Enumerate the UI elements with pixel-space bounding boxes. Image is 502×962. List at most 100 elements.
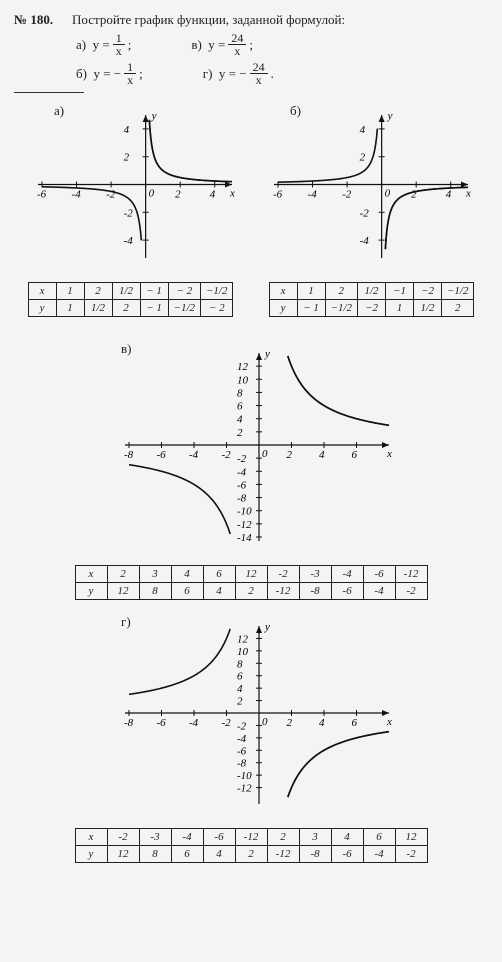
svg-text:2: 2 (360, 152, 366, 164)
formula-b: б) y = − 1 x ; (76, 61, 143, 86)
chart-pair-ab: а) x y -6 -4 -2 0 2 4 -4 -2 2 4 б) x y -6 -4 -2 0 2 4 -4 -2 2… (14, 103, 488, 272)
svg-text:12: 12 (237, 633, 249, 645)
svg-text:2: 2 (287, 449, 293, 461)
svg-text:4: 4 (210, 189, 216, 201)
underline-mark (14, 92, 84, 93)
formula-v: в) y = 24 x ; (191, 32, 253, 57)
svg-text:2: 2 (124, 152, 130, 164)
svg-text:0: 0 (262, 716, 268, 728)
table-b: x121/2−1−2−1/2y− 1−1/2−211/22 (269, 282, 475, 317)
chart-label-v: в) (121, 341, 131, 357)
chart-a: а) xy-6-4-2024-4-224 (14, 103, 244, 272)
svg-text:x: x (229, 188, 235, 200)
formula-row-1: а) y = 1 x ; в) y = 24 x ; (14, 32, 488, 57)
svg-text:x: x (465, 188, 471, 200)
chart-label-b: б) (290, 103, 301, 119)
chart-label-g: г) (121, 614, 131, 630)
svg-text:-2: -2 (222, 449, 232, 461)
table-v: x234612-2-3-4-6-12y128642-12-8-6-4-2 (75, 565, 428, 600)
svg-text:10: 10 (237, 374, 249, 386)
svg-text:-10: -10 (237, 770, 252, 782)
svg-text:-6: -6 (237, 745, 247, 757)
problem-number: № 180. (14, 12, 64, 28)
svg-text:-4: -4 (360, 235, 370, 247)
chart-g-block: г) xy-8-6-4-20246-12-10-8-6-4-224681012 (14, 614, 488, 818)
chart-label-a: а) (54, 103, 64, 119)
svg-text:-2: -2 (124, 207, 134, 219)
svg-text:10: 10 (237, 646, 249, 658)
svg-text:0: 0 (385, 188, 391, 200)
svg-text:0: 0 (262, 448, 268, 460)
svg-text:-12: -12 (237, 519, 252, 531)
svg-text:4: 4 (319, 449, 325, 461)
chart-svg-a: xy-6-4-2024-4-224 (14, 103, 244, 268)
svg-text:12: 12 (237, 361, 249, 373)
svg-text:4: 4 (319, 717, 325, 729)
svg-text:4: 4 (446, 189, 452, 201)
svg-text:-2: -2 (342, 189, 352, 201)
svg-text:-2: -2 (222, 717, 232, 729)
svg-text:0: 0 (149, 188, 155, 200)
svg-text:y: y (264, 348, 270, 360)
svg-text:6: 6 (352, 449, 358, 461)
svg-text:-4: -4 (237, 733, 247, 745)
svg-text:2: 2 (287, 717, 293, 729)
table-v-block: x234612-2-3-4-6-12y128642-12-8-6-4-2 (14, 565, 488, 600)
table-a: x121/2− 1− 2−1/2y11/22− 1−1/2− 2 (28, 282, 234, 317)
fraction: 1 x (113, 32, 125, 57)
fraction: 1 x (124, 61, 136, 86)
chart-svg-v: xy-8-6-4-20246-14-12-10-8-6-4-224681012 (101, 341, 401, 551)
svg-text:-2: -2 (237, 453, 247, 465)
svg-text:4: 4 (237, 414, 243, 426)
svg-text:8: 8 (237, 387, 243, 399)
formula-prefix: y = − (219, 66, 247, 82)
svg-text:-4: -4 (308, 189, 318, 201)
svg-text:-12: -12 (237, 783, 252, 795)
formula-prefix: y = − (93, 66, 121, 82)
svg-text:2: 2 (175, 189, 181, 201)
svg-text:6: 6 (237, 401, 243, 413)
svg-text:-6: -6 (37, 189, 47, 201)
chart-b: б) x y -6 -4 -2 0 2 4 -4 -2 2 4 (250, 103, 480, 272)
svg-text:-6: -6 (157, 449, 167, 461)
svg-text:-14: -14 (237, 532, 252, 544)
svg-text:-4: -4 (189, 449, 199, 461)
chart-v: в) xy-8-6-4-20246-14-12-10-8-6-4-2246810… (101, 341, 401, 555)
svg-text:2: 2 (237, 696, 243, 708)
svg-text:4: 4 (360, 124, 366, 136)
svg-text:x: x (386, 716, 392, 728)
formula-g: г) y = − 24 x . (203, 61, 274, 86)
svg-text:-4: -4 (237, 466, 247, 478)
svg-text:y: y (264, 621, 270, 633)
svg-text:8: 8 (237, 658, 243, 670)
svg-text:-4: -4 (189, 717, 199, 729)
svg-text:-10: -10 (237, 506, 252, 518)
svg-text:2: 2 (411, 189, 417, 201)
fraction: 24 x (250, 61, 268, 86)
svg-text:y: y (151, 110, 157, 122)
svg-text:-6: -6 (237, 479, 247, 491)
svg-text:-2: -2 (360, 207, 370, 219)
fraction: 24 x (228, 32, 246, 57)
svg-text:-8: -8 (237, 493, 247, 505)
svg-text:-2: -2 (237, 720, 247, 732)
formula-label: б) (76, 66, 87, 82)
table-g-block: x-2-3-4-6-12234612y128642-12-8-6-4-2 (14, 828, 488, 863)
svg-text:6: 6 (352, 717, 358, 729)
svg-text:-8: -8 (124, 717, 134, 729)
svg-text:y: y (387, 110, 393, 122)
svg-text:4: 4 (237, 683, 243, 695)
svg-text:-8: -8 (124, 449, 134, 461)
formula-prefix: y = (93, 37, 110, 53)
svg-text:x: x (386, 448, 392, 460)
svg-text:-4: -4 (124, 235, 134, 247)
table-pair-ab: x121/2− 1− 2−1/2y11/22− 1−1/2− 2 x121/2−… (14, 272, 488, 327)
svg-text:-6: -6 (157, 717, 167, 729)
formula-prefix: y = (208, 37, 225, 53)
svg-text:-8: -8 (237, 758, 247, 770)
formula-row-2: б) y = − 1 x ; г) y = − 24 x . (14, 61, 488, 86)
svg-text:-6: -6 (273, 189, 283, 201)
svg-text:2: 2 (237, 427, 243, 439)
chart-v-block: в) xy-8-6-4-20246-14-12-10-8-6-4-2246810… (14, 341, 488, 555)
chart-g: г) xy-8-6-4-20246-12-10-8-6-4-224681012 (101, 614, 401, 818)
